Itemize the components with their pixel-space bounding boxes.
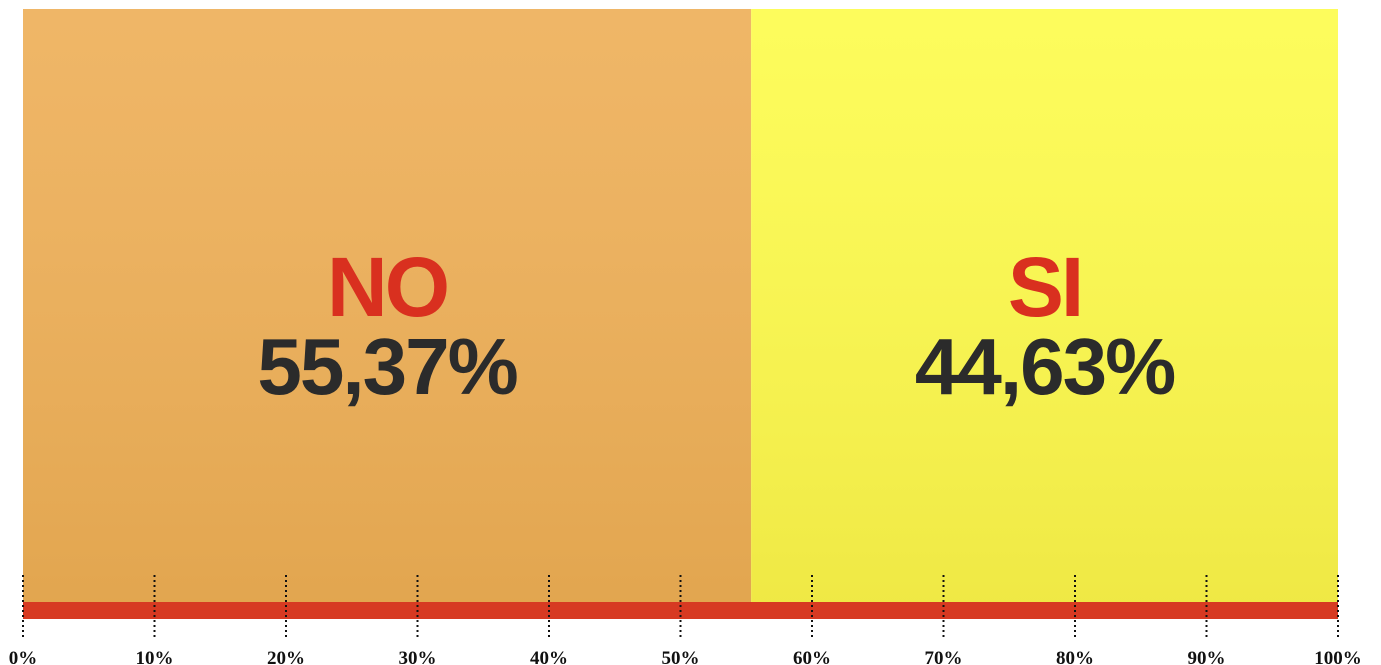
segment-name: NO <box>327 240 447 334</box>
segment-shade <box>23 9 752 602</box>
x-tick-label: 40% <box>530 648 568 665</box>
x-tick-label: 70% <box>925 648 963 665</box>
value-label: 44,63% <box>915 322 1175 411</box>
x-tick-label: 20% <box>267 648 305 665</box>
x-tick-label: 0% <box>9 648 38 665</box>
x-tick-label: 100% <box>1314 648 1362 665</box>
x-tick-label: 60% <box>793 648 831 665</box>
x-tick-label: 90% <box>1188 648 1226 665</box>
x-tick-label: 10% <box>136 648 174 665</box>
x-tick-label: 30% <box>399 648 437 665</box>
segment-shade <box>751 9 1338 602</box>
value-label: 55,37% <box>257 322 517 411</box>
x-tick-label: 80% <box>1056 648 1094 665</box>
x-tick-label: 50% <box>662 648 700 665</box>
segment-name: SI <box>1008 240 1081 334</box>
